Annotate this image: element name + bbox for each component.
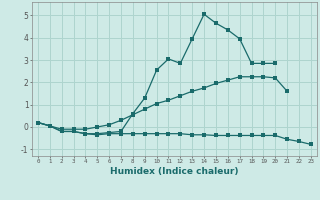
X-axis label: Humidex (Indice chaleur): Humidex (Indice chaleur) <box>110 167 239 176</box>
